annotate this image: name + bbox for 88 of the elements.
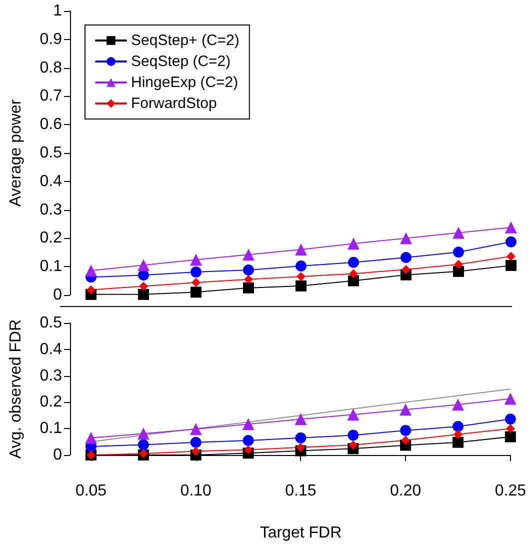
point xyxy=(401,436,410,445)
point xyxy=(137,428,150,440)
x-tick-label: 0.05 xyxy=(75,482,107,500)
point xyxy=(400,424,412,436)
y-tick-label: 0.5 xyxy=(40,314,62,332)
point xyxy=(506,424,515,434)
point xyxy=(506,260,516,271)
point xyxy=(242,434,254,446)
point xyxy=(190,436,202,448)
y-tick-label: 0.1 xyxy=(40,258,62,276)
point xyxy=(296,272,306,282)
point xyxy=(453,246,464,258)
point xyxy=(504,431,516,442)
point xyxy=(454,430,462,439)
point xyxy=(190,266,202,278)
x-tick-label: 0.10 xyxy=(180,482,212,500)
point xyxy=(85,432,97,444)
point xyxy=(347,408,360,421)
point xyxy=(138,270,149,281)
y-tick-label: 0.2 xyxy=(40,394,62,411)
point xyxy=(348,275,359,286)
point xyxy=(452,226,464,239)
point xyxy=(190,423,202,436)
point xyxy=(244,445,253,454)
point xyxy=(243,264,254,276)
point xyxy=(86,285,96,294)
y-tick-label: 0.3 xyxy=(40,367,62,384)
point xyxy=(452,398,464,411)
legend-label: HingeExp (C=2) xyxy=(131,74,238,91)
point xyxy=(402,264,410,274)
point xyxy=(453,266,464,277)
point xyxy=(506,236,516,248)
y-tick-label: 0.4 xyxy=(40,340,62,358)
point xyxy=(400,404,412,416)
x-tick-label: 0.20 xyxy=(390,482,422,500)
y-tick-label: 0.4 xyxy=(40,172,62,190)
y-tick-label: 0.2 xyxy=(40,230,62,247)
point xyxy=(191,446,200,456)
y-tick-label: 0 xyxy=(53,446,62,464)
point xyxy=(244,274,253,284)
point xyxy=(190,286,202,298)
point xyxy=(294,413,307,426)
y-tick-label: 0.9 xyxy=(40,30,62,48)
point xyxy=(138,288,149,300)
point xyxy=(138,259,150,272)
y-tick-label: 1 xyxy=(53,2,62,20)
point xyxy=(243,282,254,294)
point xyxy=(506,252,516,261)
point xyxy=(242,248,254,261)
point xyxy=(400,232,412,244)
point xyxy=(348,440,358,450)
y-tick-label: 0.8 xyxy=(40,59,62,76)
point xyxy=(296,280,306,292)
y-axis-title: Average power xyxy=(8,98,24,207)
point xyxy=(505,221,517,234)
point xyxy=(452,436,464,448)
point xyxy=(400,252,412,264)
y-tick-label: 0.5 xyxy=(40,144,62,162)
point xyxy=(454,260,463,269)
point xyxy=(348,430,359,441)
legend-label: ForwardStop xyxy=(131,95,217,112)
y-tick-label: 0.7 xyxy=(40,88,62,105)
point xyxy=(295,244,307,256)
y-tick-label: 0.1 xyxy=(40,420,62,438)
point xyxy=(295,432,306,444)
point xyxy=(504,392,516,405)
point xyxy=(139,282,148,291)
x-tick-label: 0.15 xyxy=(285,482,316,500)
point xyxy=(349,269,358,278)
point xyxy=(296,442,306,452)
point xyxy=(504,414,516,425)
point xyxy=(242,418,254,430)
x-axis-title: Target FDR xyxy=(260,524,342,542)
point xyxy=(85,264,97,277)
y-axis-title: Avg. observed FDR xyxy=(8,319,24,459)
legend-label: SeqStep (C=2) xyxy=(131,53,231,70)
point xyxy=(348,256,359,268)
point xyxy=(192,278,200,288)
point xyxy=(138,439,149,450)
point xyxy=(348,238,360,250)
point xyxy=(190,254,202,266)
legend-label: SeqStep+ (C=2) xyxy=(131,32,240,49)
point xyxy=(296,260,306,272)
y-tick-label: 0.6 xyxy=(40,116,62,134)
point xyxy=(452,420,464,432)
x-tick-label: 0.25 xyxy=(494,482,526,500)
y-tick-label: 0 xyxy=(53,286,62,304)
y-tick-label: 0.3 xyxy=(40,201,62,218)
